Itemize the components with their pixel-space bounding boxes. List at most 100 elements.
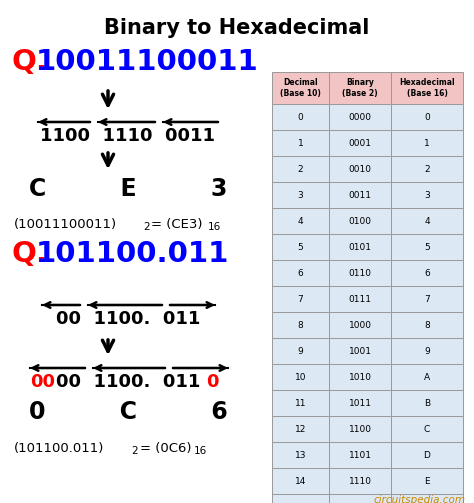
Bar [272, 234, 329, 260]
Text: 9: 9 [298, 347, 303, 356]
Bar [329, 364, 391, 390]
Text: 1: 1 [424, 138, 430, 147]
Text: 00  1100.  011: 00 1100. 011 [56, 373, 207, 391]
Text: 0101: 0101 [348, 242, 372, 252]
Bar [272, 364, 329, 390]
Bar [391, 364, 463, 390]
Text: (10011100011): (10011100011) [14, 218, 117, 231]
Bar [391, 286, 463, 312]
Text: (101100.011): (101100.011) [14, 442, 104, 455]
Text: 0: 0 [206, 373, 219, 391]
Bar [329, 260, 391, 286]
Bar [272, 494, 329, 503]
Text: C: C [424, 425, 430, 434]
Text: 6: 6 [424, 269, 430, 278]
Text: 16: 16 [194, 446, 207, 456]
Text: Q.: Q. [12, 48, 48, 76]
Text: C         E         3: C E 3 [29, 177, 227, 201]
Bar [272, 442, 329, 468]
Bar [391, 416, 463, 442]
Bar [329, 72, 391, 104]
Bar [329, 494, 391, 503]
Bar [329, 156, 391, 182]
Bar [329, 312, 391, 338]
Bar [391, 338, 463, 364]
Bar [391, 182, 463, 208]
Bar [272, 338, 329, 364]
Text: 3: 3 [424, 191, 430, 200]
Bar [391, 468, 463, 494]
Bar [272, 468, 329, 494]
Text: 12: 12 [295, 425, 306, 434]
Text: 2: 2 [298, 164, 303, 174]
Bar [329, 130, 391, 156]
Text: 1010: 1010 [348, 373, 372, 381]
Text: 1011: 1011 [348, 398, 372, 407]
Text: Hexadecimal
(Base 16): Hexadecimal (Base 16) [399, 78, 455, 98]
Text: 1100  1110  0011: 1100 1110 0011 [40, 127, 216, 145]
Text: B: B [424, 398, 430, 407]
Bar [329, 182, 391, 208]
Text: 11: 11 [295, 398, 306, 407]
Text: 00  1100.  011: 00 1100. 011 [56, 310, 200, 328]
Bar [391, 494, 463, 503]
Bar [272, 286, 329, 312]
Text: 16: 16 [208, 222, 221, 232]
Bar [272, 130, 329, 156]
Text: 0111: 0111 [348, 294, 372, 303]
Text: 1110: 1110 [348, 476, 372, 485]
Text: 0: 0 [424, 113, 430, 122]
Bar [329, 234, 391, 260]
Bar [272, 260, 329, 286]
Text: 0000: 0000 [348, 113, 372, 122]
Bar [329, 104, 391, 130]
Text: = (0C6): = (0C6) [140, 442, 191, 455]
Text: 5: 5 [424, 242, 430, 252]
Bar [329, 286, 391, 312]
Text: 1101: 1101 [348, 451, 372, 460]
Bar [272, 416, 329, 442]
Text: 7: 7 [298, 294, 303, 303]
Bar [391, 312, 463, 338]
Text: 1000: 1000 [348, 320, 372, 329]
Text: 00: 00 [30, 373, 55, 391]
Text: 6: 6 [298, 269, 303, 278]
Bar [272, 390, 329, 416]
Text: 13: 13 [295, 451, 306, 460]
Text: 1100: 1100 [348, 425, 372, 434]
Text: 0011: 0011 [348, 191, 372, 200]
Text: Binary
(Base 2): Binary (Base 2) [342, 78, 378, 98]
Bar [329, 468, 391, 494]
Bar [391, 234, 463, 260]
Text: 2: 2 [143, 222, 150, 232]
Bar [391, 390, 463, 416]
Bar [391, 208, 463, 234]
Bar [272, 208, 329, 234]
Text: 101100.011: 101100.011 [36, 240, 229, 268]
Text: 4: 4 [424, 216, 430, 225]
Text: 14: 14 [295, 476, 306, 485]
Text: 5: 5 [298, 242, 303, 252]
Bar [391, 260, 463, 286]
Text: Decimal
(Base 10): Decimal (Base 10) [280, 78, 321, 98]
Text: 1: 1 [298, 138, 303, 147]
Bar [272, 104, 329, 130]
Bar [272, 156, 329, 182]
Bar [329, 390, 391, 416]
Text: 2: 2 [131, 446, 137, 456]
Text: 0010: 0010 [348, 164, 372, 174]
Bar [391, 442, 463, 468]
Text: 10: 10 [295, 373, 306, 381]
Text: = (CE3): = (CE3) [151, 218, 202, 231]
Text: 1001: 1001 [348, 347, 372, 356]
Bar [272, 72, 329, 104]
Text: 2: 2 [424, 164, 430, 174]
Text: 0001: 0001 [348, 138, 372, 147]
Text: 0100: 0100 [348, 216, 372, 225]
Bar [391, 104, 463, 130]
Bar [391, 72, 463, 104]
Text: 7: 7 [424, 294, 430, 303]
Text: 9: 9 [424, 347, 430, 356]
Text: circuitspedia.com: circuitspedia.com [374, 495, 466, 503]
Text: Binary to Hexadecimal: Binary to Hexadecimal [104, 18, 370, 38]
